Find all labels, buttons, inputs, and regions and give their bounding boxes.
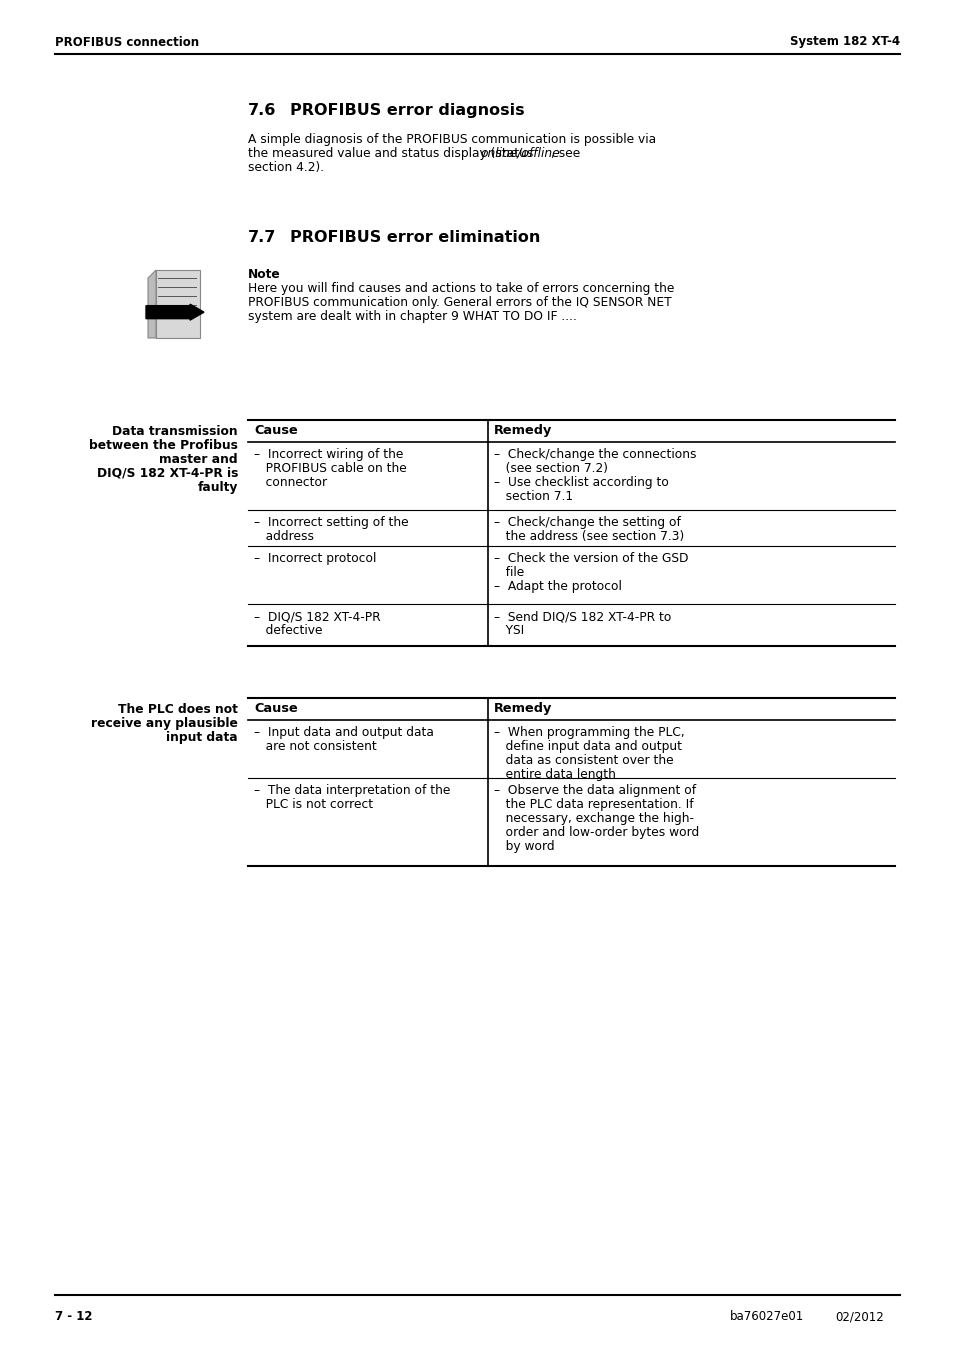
Text: 02/2012: 02/2012 (834, 1310, 882, 1323)
Text: order and low-order bytes word: order and low-order bytes word (494, 826, 699, 838)
Text: –  When programming the PLC,: – When programming the PLC, (494, 726, 684, 738)
Text: file: file (494, 566, 524, 579)
Text: faulty: faulty (197, 481, 237, 494)
Text: necessary, exchange the high-: necessary, exchange the high- (494, 811, 693, 825)
Text: master and: master and (159, 454, 237, 466)
Text: PROFIBUS cable on the: PROFIBUS cable on the (253, 462, 406, 475)
Text: (see section 7.2): (see section 7.2) (494, 462, 607, 475)
Text: between the Profibus: between the Profibus (89, 439, 237, 452)
Text: PROFIBUS error diagnosis: PROFIBUS error diagnosis (290, 103, 524, 117)
Text: are not consistent: are not consistent (253, 740, 376, 753)
Text: the measured value and status display (status: the measured value and status display (s… (248, 147, 537, 161)
Text: Cause: Cause (253, 424, 297, 437)
Text: Cause: Cause (253, 702, 297, 716)
Text: –  Incorrect protocol: – Incorrect protocol (253, 552, 376, 566)
Text: 7.7: 7.7 (248, 230, 276, 244)
Text: the address (see section 7.3): the address (see section 7.3) (494, 531, 683, 543)
Text: –  Use checklist according to: – Use checklist according to (494, 477, 668, 489)
Text: entire data length: entire data length (494, 768, 616, 782)
Text: section 7.1: section 7.1 (494, 490, 573, 504)
Text: –  The data interpretation of the: – The data interpretation of the (253, 784, 450, 796)
Text: PROFIBUS error elimination: PROFIBUS error elimination (290, 230, 539, 244)
Text: system are dealt with in chapter 9 WHAT TO DO IF ....: system are dealt with in chapter 9 WHAT … (248, 310, 577, 323)
Text: –  DIQ/S 182 XT-4-PR: – DIQ/S 182 XT-4-PR (253, 610, 380, 622)
Text: YSI: YSI (494, 624, 524, 637)
Text: –  Check/change the setting of: – Check/change the setting of (494, 516, 680, 529)
Text: address: address (253, 531, 314, 543)
Text: The PLC does not: The PLC does not (118, 703, 237, 716)
Text: –  Incorrect setting of the: – Incorrect setting of the (253, 516, 408, 529)
Text: data as consistent over the: data as consistent over the (494, 755, 673, 767)
Text: A simple diagnosis of the PROFIBUS communication is possible via: A simple diagnosis of the PROFIBUS commu… (248, 134, 656, 146)
Text: connector: connector (253, 477, 327, 489)
Text: –  Input data and output data: – Input data and output data (253, 726, 434, 738)
Text: –  Adapt the protocol: – Adapt the protocol (494, 580, 621, 593)
Polygon shape (148, 270, 156, 338)
Text: define input data and output: define input data and output (494, 740, 681, 753)
Text: input data: input data (166, 730, 237, 744)
Text: –  Send DIQ/S 182 XT-4-PR to: – Send DIQ/S 182 XT-4-PR to (494, 610, 671, 622)
Text: defective: defective (253, 624, 322, 637)
Text: System 182 XT-4: System 182 XT-4 (789, 35, 899, 49)
Text: DIQ/S 182 XT-4-PR is: DIQ/S 182 XT-4-PR is (96, 467, 237, 481)
Text: ba76027e01: ba76027e01 (729, 1310, 803, 1323)
FancyArrow shape (146, 304, 204, 320)
Text: Data transmission: Data transmission (112, 425, 237, 437)
Text: PLC is not correct: PLC is not correct (253, 798, 373, 811)
Text: Here you will find causes and actions to take of errors concerning the: Here you will find causes and actions to… (248, 282, 674, 296)
Text: –  Observe the data alignment of: – Observe the data alignment of (494, 784, 696, 796)
Text: section 4.2).: section 4.2). (248, 161, 324, 174)
Text: PROFIBUS connection: PROFIBUS connection (55, 35, 199, 49)
Text: , see: , see (551, 147, 579, 161)
Text: –  Check the version of the GSD: – Check the version of the GSD (494, 552, 688, 566)
Text: –  Incorrect wiring of the: – Incorrect wiring of the (253, 448, 403, 460)
Text: PROFIBUS communication only. General errors of the IQ SENSOR NET: PROFIBUS communication only. General err… (248, 296, 671, 309)
Text: by word: by word (494, 840, 554, 853)
Text: –  Check/change the connections: – Check/change the connections (494, 448, 696, 460)
Text: receive any plausible: receive any plausible (91, 717, 237, 730)
Polygon shape (156, 270, 200, 338)
Text: online/offline: online/offline (479, 147, 559, 161)
Text: the PLC data representation. If: the PLC data representation. If (494, 798, 693, 811)
Text: Remedy: Remedy (494, 424, 552, 437)
Text: 7.6: 7.6 (248, 103, 276, 117)
Text: Remedy: Remedy (494, 702, 552, 716)
Text: 7 - 12: 7 - 12 (55, 1310, 92, 1323)
Text: Note: Note (248, 269, 280, 281)
